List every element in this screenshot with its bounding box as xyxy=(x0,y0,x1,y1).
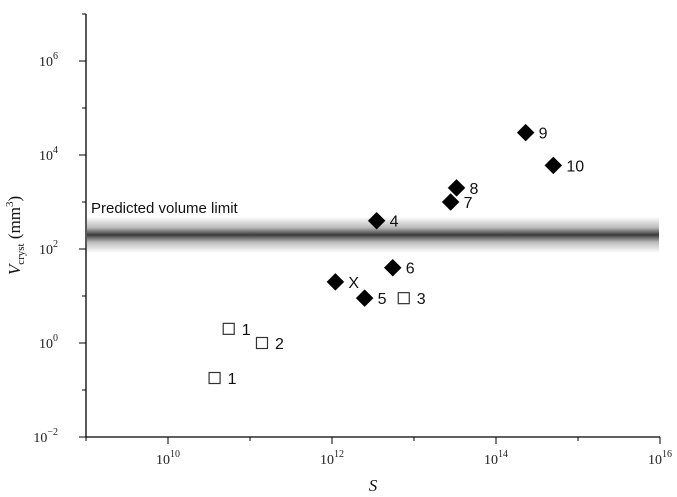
x-tick-label: 1016 xyxy=(648,449,672,468)
point-label: 10 xyxy=(566,158,584,175)
diamond-marker xyxy=(544,156,563,175)
square-marker xyxy=(222,322,235,335)
x-tick-label: 1010 xyxy=(156,449,180,468)
diamond-marker xyxy=(441,193,460,211)
diamond-marker xyxy=(383,258,402,277)
data-points: 1 2 1 3 X 5 6 4 78 9 10 xyxy=(208,123,584,388)
point-label: 9 xyxy=(539,126,548,143)
diamond-marker xyxy=(326,272,345,291)
point-label: 5 xyxy=(378,291,387,308)
x-tick-label: 1014 xyxy=(484,449,508,468)
diamond-marker xyxy=(367,211,386,230)
y-tick-label: 106 xyxy=(39,51,58,70)
point-label: 1 xyxy=(228,371,237,388)
y-tick-label: 102 xyxy=(39,239,58,258)
diamond-marker xyxy=(355,289,374,308)
square-marker xyxy=(397,292,410,305)
point-label: 3 xyxy=(417,291,426,308)
point-label: 1 xyxy=(242,322,251,339)
point-label: 7 xyxy=(464,195,473,212)
square-marker xyxy=(208,371,221,385)
point-label: 2 xyxy=(275,336,284,353)
y-tick-label: 10−2 xyxy=(33,427,58,446)
square-marker xyxy=(255,336,269,350)
diamond-marker xyxy=(447,178,466,197)
point-label: X xyxy=(348,275,359,292)
point-label: 8 xyxy=(470,181,479,198)
point-label: 4 xyxy=(390,214,399,231)
x-tick-label: 1012 xyxy=(320,449,344,468)
y-axis-label: Vcryst (mm3) xyxy=(4,196,27,275)
point-label: 6 xyxy=(406,261,415,278)
y-tick-label: 100 xyxy=(39,333,58,352)
band-label: Predicted volume limit xyxy=(91,200,239,217)
diamond-marker xyxy=(516,123,535,142)
y-tick-label: 104 xyxy=(39,145,58,164)
x-axis-label: S xyxy=(369,476,378,495)
